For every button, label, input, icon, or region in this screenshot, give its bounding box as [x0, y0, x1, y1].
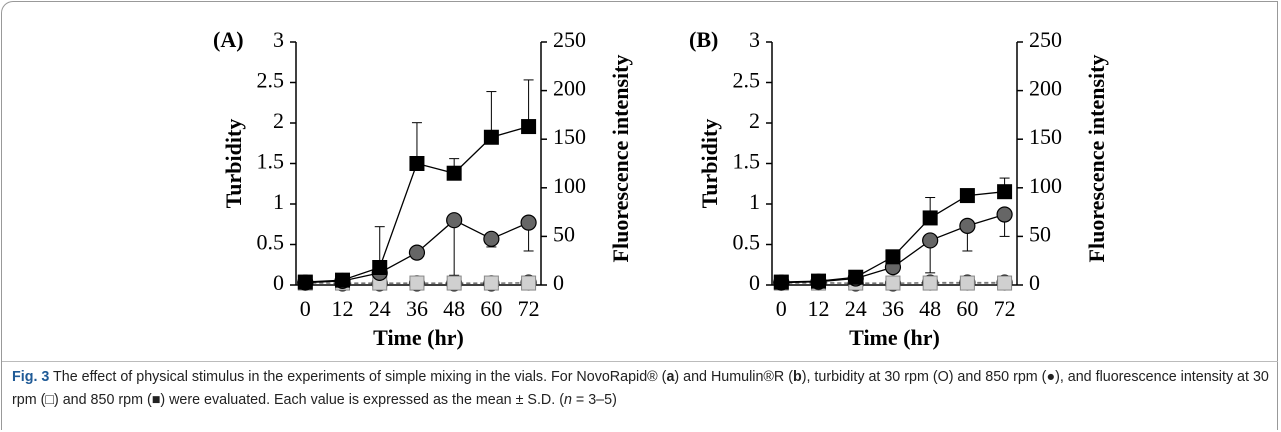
caption-text: ) and Humulin®R (	[674, 369, 793, 385]
y2-tick-label: 200	[553, 76, 586, 101]
marker	[811, 273, 827, 289]
x-tick-label: 36	[406, 296, 428, 321]
y-tick-label: 0	[749, 270, 760, 295]
marker	[959, 275, 975, 291]
y-tick-label: 2	[273, 108, 284, 133]
y2-tick-label: 100	[1029, 173, 1062, 198]
y-tick-label: 1.5	[733, 149, 761, 174]
x-tick-label: 36	[882, 296, 904, 321]
caption: Fig. 3 The effect of physical stimulus i…	[12, 366, 1270, 412]
y2-axis-title: Fluorescence intensity	[1084, 55, 1109, 263]
x-axis-title: Time (hr)	[373, 325, 464, 350]
y2-tick-label: 100	[553, 173, 586, 198]
marker	[483, 275, 499, 291]
y2-tick-label: 250	[553, 27, 586, 52]
caption-text: ), turbidity at 30 rpm (O) and 850 rpm (…	[12, 369, 1269, 408]
error-bar	[486, 91, 497, 138]
caption-text: n	[563, 392, 572, 408]
y-tick-label: 2.5	[257, 68, 285, 93]
x-tick-label: 48	[919, 296, 941, 321]
marker	[922, 275, 938, 291]
marker	[959, 217, 976, 234]
marker	[922, 232, 939, 249]
marker	[521, 275, 537, 291]
marker	[483, 230, 500, 247]
marker	[521, 119, 537, 135]
x-tick-label: 60	[480, 296, 502, 321]
x-tick-label: 72	[518, 296, 540, 321]
y-tick-label: 0	[273, 270, 284, 295]
marker	[885, 249, 901, 265]
marker	[446, 275, 462, 291]
y-tick-label: 1	[273, 189, 284, 214]
y2-axis-title: Fluorescence intensity	[608, 55, 633, 263]
y2-tick-label: 150	[1029, 124, 1062, 149]
x-tick-label: 0	[300, 296, 311, 321]
marker	[773, 274, 789, 290]
marker	[409, 156, 425, 171]
marker	[885, 275, 901, 291]
x-tick-label: 48	[443, 296, 465, 321]
marker	[335, 272, 351, 288]
marker	[372, 260, 388, 276]
marker	[408, 244, 426, 261]
y-tick-label: 3	[749, 27, 760, 52]
y-tick-label: 2.5	[733, 68, 761, 93]
y2-tick-label: 50	[553, 221, 575, 246]
marker	[409, 275, 425, 291]
y2-tick-label: 250	[1029, 27, 1062, 52]
y2-tick-label: 50	[1029, 221, 1051, 246]
caption-text: The effect of physical stimulus in the e…	[49, 369, 667, 385]
y-tick-label: 0.5	[257, 230, 285, 255]
y2-tick-label: 150	[553, 124, 586, 149]
caption-text: a	[666, 369, 675, 385]
x-tick-label: 0	[776, 296, 787, 321]
x-axis-title: Time (hr)	[849, 325, 940, 350]
y-axis-title: Turbidity	[221, 119, 246, 209]
marker	[446, 165, 462, 181]
marker	[297, 274, 313, 290]
y-tick-label: 0.5	[733, 230, 761, 255]
marker	[997, 275, 1013, 291]
marker	[848, 269, 864, 285]
marker	[959, 188, 975, 204]
error-bar	[523, 79, 534, 127]
y2-tick-label: 0	[1029, 270, 1040, 295]
y-tick-label: 1.5	[257, 149, 285, 174]
panel-label: (B)	[689, 27, 718, 52]
marker	[996, 206, 1013, 223]
error-bar	[449, 220, 460, 276]
x-tick-label: 60	[956, 296, 978, 321]
caption-text: b	[792, 369, 802, 385]
marker	[520, 214, 537, 231]
separator	[2, 361, 1278, 362]
panel-label: (A)	[213, 27, 244, 52]
x-tick-label: 12	[808, 296, 830, 321]
marker	[922, 210, 938, 226]
y-tick-label: 1	[749, 189, 760, 214]
figure-label: Fig. 3	[12, 369, 50, 385]
x-tick-label: 12	[332, 296, 354, 321]
y2-tick-label: 200	[1029, 76, 1062, 101]
y2-tick-label: 0	[553, 270, 564, 295]
x-tick-label: 24	[369, 296, 391, 321]
y-axis-title: Turbidity	[697, 119, 722, 209]
y-tick-label: 2	[749, 108, 760, 133]
marker	[446, 212, 463, 229]
y-tick-label: 3	[273, 27, 284, 52]
marker	[997, 184, 1013, 200]
x-tick-label: 72	[994, 296, 1016, 321]
marker	[483, 129, 499, 145]
caption-text: = 3–5)	[571, 392, 617, 408]
x-tick-label: 24	[845, 296, 867, 321]
